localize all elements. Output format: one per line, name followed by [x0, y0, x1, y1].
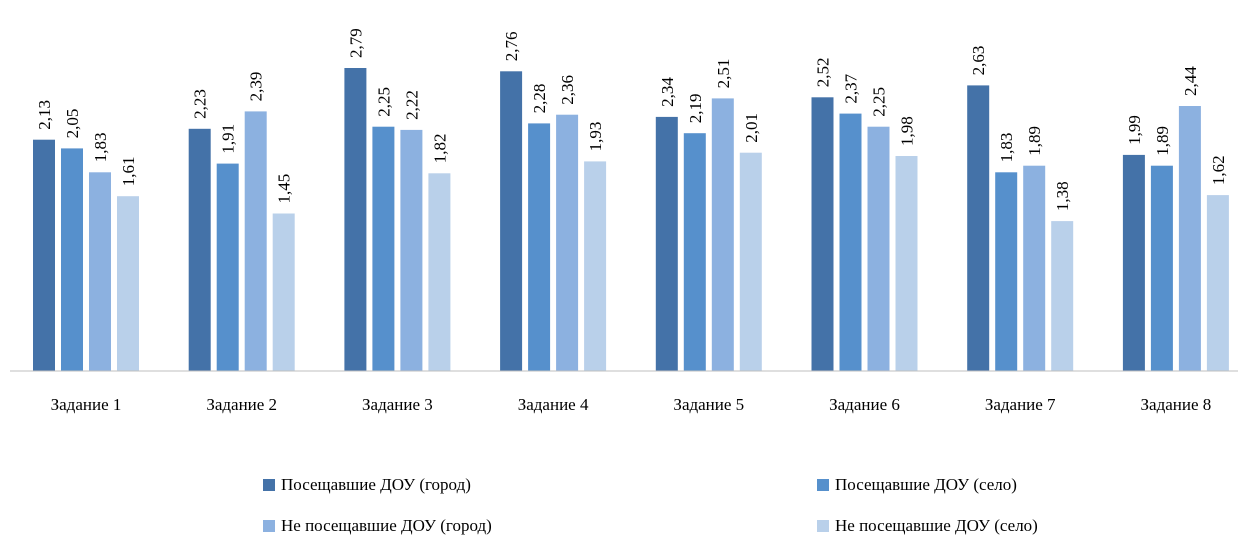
category-label-task-4: Задание 4: [518, 395, 589, 414]
bar-task-1-series-4: [117, 196, 139, 371]
data-label-task-2-series-1: 2,23: [191, 89, 210, 119]
data-label-task-4-series-1: 2,76: [502, 32, 521, 62]
data-label-task-2-series-4: 1,45: [275, 174, 294, 204]
data-label-task-6-series-3: 2,25: [870, 87, 889, 117]
bar-task-3-series-4: [428, 173, 451, 371]
data-label-task-7-series-3: 1,89: [1025, 126, 1044, 156]
bar-task-3-series-3: [400, 129, 423, 371]
bar-task-4-series-2: [528, 123, 551, 372]
bar-task-6-series-4: [895, 156, 918, 371]
bar-task-2-series-2: [216, 163, 239, 371]
bar-task-2-series-1: [188, 128, 211, 371]
data-label-task-3-series-2: 2,25: [374, 87, 393, 117]
data-label-task-1-series-3: 1,83: [91, 133, 110, 163]
bar-task-5-series-1: [655, 116, 678, 372]
data-label-task-1-series-4: 1,61: [119, 156, 138, 186]
bar-task-5-series-2: [683, 133, 706, 371]
category-label-task-1: Задание 1: [51, 395, 122, 414]
bar-task-4-series-1: [500, 71, 523, 372]
data-label-task-2-series-3: 2,39: [247, 72, 266, 102]
bar-task-6-series-3: [867, 126, 890, 371]
category-label-task-2: Задание 2: [206, 395, 277, 414]
bar-task-2-series-4: [272, 213, 295, 371]
data-label-task-5-series-2: 2,19: [686, 93, 705, 123]
data-label-task-3-series-4: 1,82: [430, 134, 449, 164]
data-label-task-8-series-3: 2,44: [1181, 66, 1200, 96]
data-label-task-1-series-2: 2,05: [63, 109, 82, 139]
bar-task-6-series-1: [811, 97, 834, 372]
bar-task-7-series-1: [967, 85, 990, 372]
data-label-task-7-series-4: 1,38: [1053, 181, 1072, 211]
data-label-task-7-series-1: 2,63: [969, 46, 988, 76]
data-label-task-3-series-1: 2,79: [346, 28, 365, 58]
data-label-task-6-series-2: 2,37: [842, 73, 861, 103]
bar-task-7-series-4: [1051, 221, 1074, 371]
category-label-task-3: Задание 3: [362, 395, 433, 414]
category-labels-layer: Задание 1 Задание 2 Задание 3 Задание 4 Зада…: [51, 395, 1212, 414]
bar-task-4-series-3: [556, 114, 579, 371]
data-label-task-4-series-4: 1,93: [586, 122, 605, 152]
data-label-task-4-series-2: 2,28: [530, 84, 549, 114]
bar-task-3-series-2: [372, 126, 395, 371]
bar-task-7-series-2: [995, 172, 1018, 371]
data-label-task-1-series-1: 2,13: [35, 100, 54, 130]
data-label-task-4-series-3: 2,36: [558, 75, 577, 105]
bar-task-4-series-4: [584, 161, 607, 371]
data-label-task-5-series-4: 2,01: [742, 113, 761, 143]
data-label-task-7-series-2: 1,83: [997, 133, 1016, 163]
data-label-task-8-series-2: 1,89: [1153, 126, 1172, 156]
category-label-task-6: Задание 6: [829, 395, 900, 414]
data-label-task-8-series-1: 1,99: [1125, 115, 1144, 145]
bar-task-3-series-1: [344, 68, 367, 371]
data-label-task-6-series-4: 1,98: [898, 116, 917, 146]
bar-task-5-series-3: [711, 98, 734, 372]
bar-task-5-series-4: [739, 152, 762, 371]
category-label-task-5: Задание 5: [673, 395, 744, 414]
data-label-task-5-series-3: 2,51: [714, 59, 733, 89]
data-label-task-8-series-4: 1,62: [1209, 155, 1228, 185]
data-label-task-3-series-3: 2,22: [402, 90, 421, 120]
bar-task-1-series-3: [89, 172, 111, 371]
value-labels-layer: 2,13 2,05 1,83 1,61 2,23 1,91 2,39 1,45 2,79 2,25…: [35, 28, 1228, 211]
bar-task-8-series-4: [1206, 195, 1229, 371]
bar-task-1-series-1: [33, 139, 55, 371]
data-label-task-6-series-1: 2,52: [814, 58, 833, 88]
bar-task-1-series-2: [61, 148, 83, 371]
data-label-task-5-series-1: 2,34: [658, 77, 677, 107]
data-label-task-2-series-2: 1,91: [219, 124, 238, 154]
bar-task-8-series-2: [1150, 165, 1173, 371]
bar-task-6-series-2: [839, 113, 862, 371]
bar-task-8-series-3: [1178, 106, 1201, 371]
category-label-task-7: Задание 7: [985, 395, 1056, 414]
bars-layer: [33, 68, 1229, 372]
bar-task-7-series-3: [1023, 165, 1046, 371]
bar-task-8-series-1: [1122, 154, 1145, 371]
bar-task-2-series-3: [244, 111, 267, 372]
category-label-task-8: Задание 8: [1141, 395, 1212, 414]
